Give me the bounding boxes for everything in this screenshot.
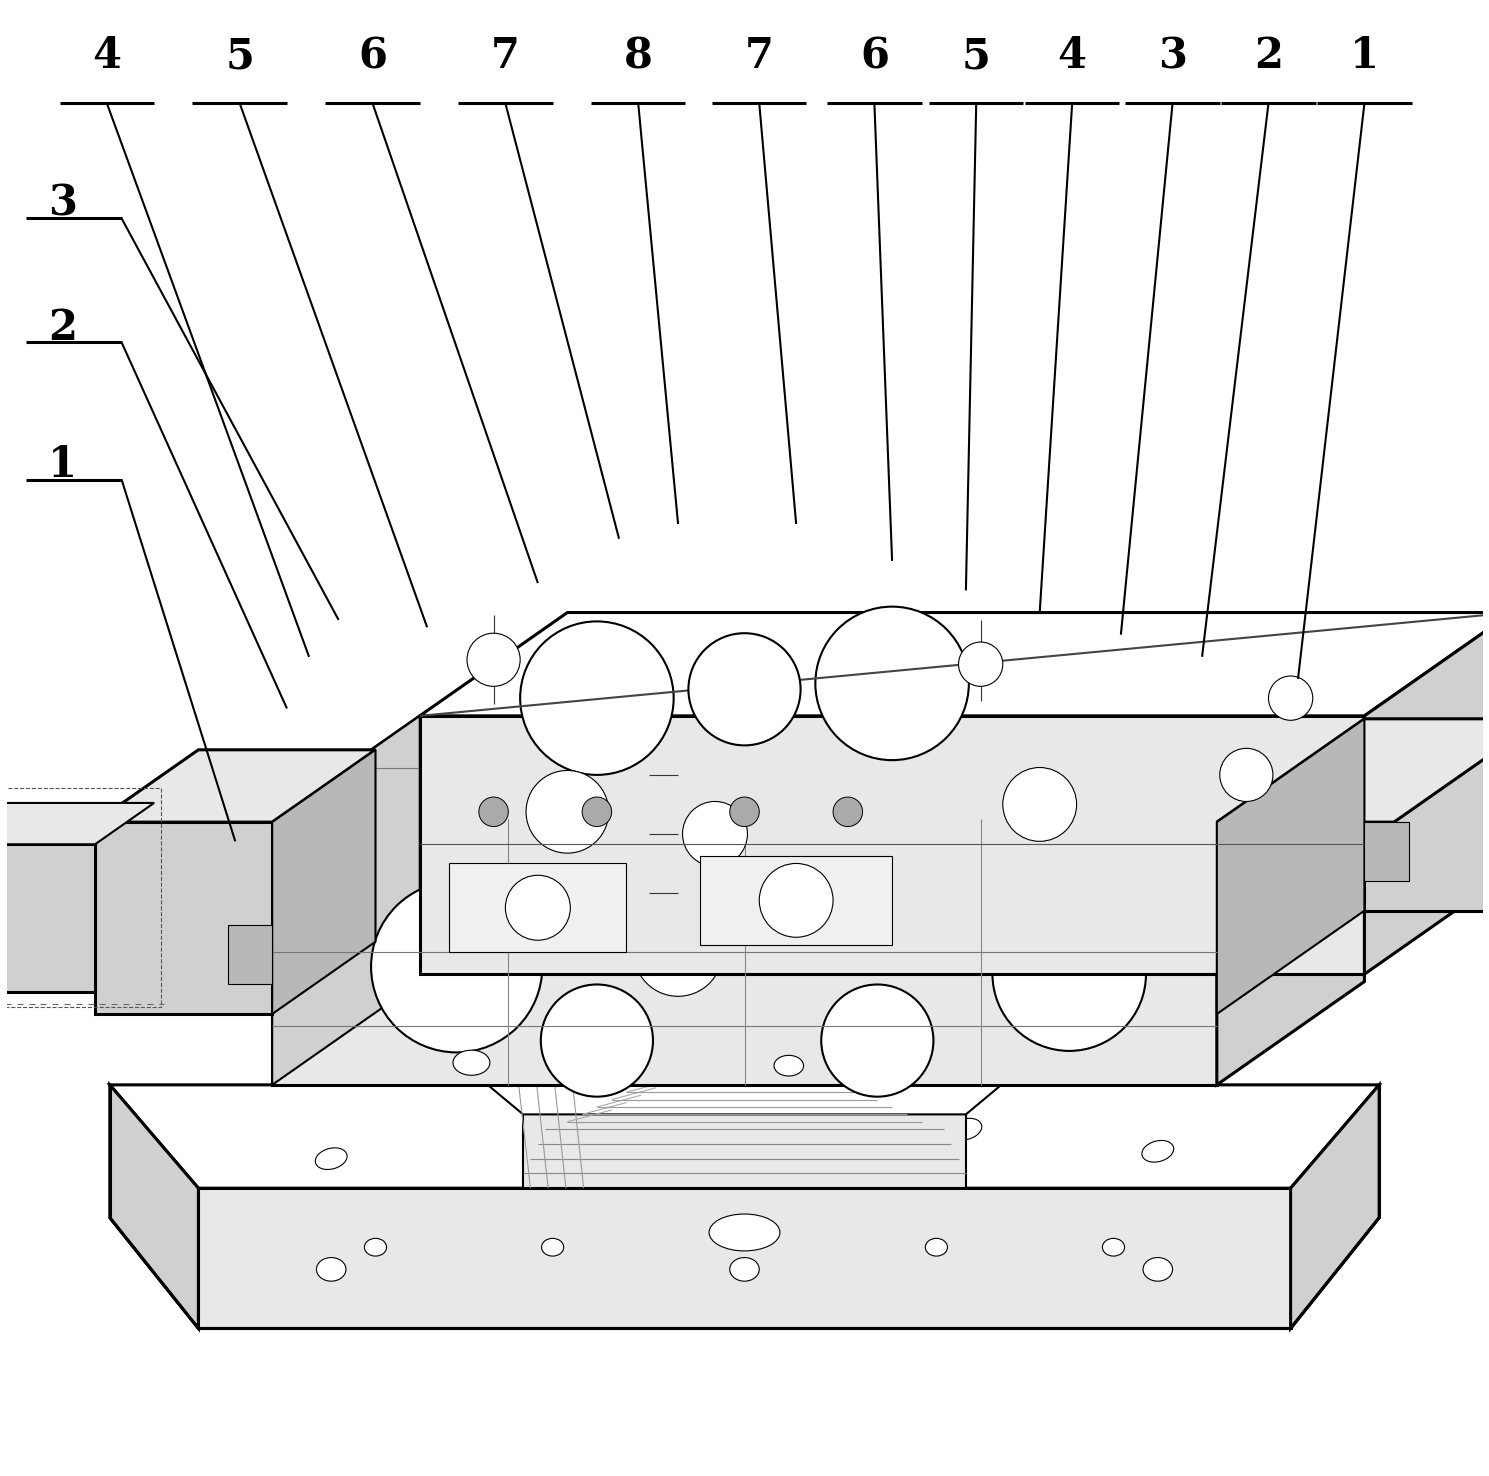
- Ellipse shape: [1102, 1238, 1124, 1256]
- Circle shape: [832, 797, 862, 827]
- Polygon shape: [228, 925, 272, 984]
- Polygon shape: [700, 856, 892, 945]
- Ellipse shape: [453, 1051, 490, 1075]
- Ellipse shape: [925, 1238, 947, 1256]
- Text: 5: 5: [225, 35, 255, 77]
- Polygon shape: [110, 1085, 198, 1328]
- Circle shape: [541, 984, 654, 1097]
- Ellipse shape: [542, 1238, 564, 1256]
- Polygon shape: [0, 803, 153, 844]
- Text: 6: 6: [357, 35, 387, 77]
- Ellipse shape: [316, 1148, 347, 1169]
- Circle shape: [520, 621, 673, 775]
- Text: 2: 2: [48, 307, 77, 348]
- Circle shape: [993, 897, 1147, 1051]
- Polygon shape: [272, 750, 375, 1014]
- Polygon shape: [420, 716, 1364, 974]
- Ellipse shape: [730, 1258, 759, 1281]
- Polygon shape: [450, 863, 627, 952]
- Circle shape: [759, 863, 832, 937]
- Circle shape: [730, 797, 759, 827]
- Polygon shape: [272, 716, 1364, 819]
- Polygon shape: [1217, 719, 1489, 822]
- Text: 5: 5: [962, 35, 990, 77]
- Ellipse shape: [774, 1055, 804, 1076]
- Circle shape: [371, 881, 542, 1052]
- Polygon shape: [479, 1077, 1010, 1114]
- Polygon shape: [198, 1188, 1291, 1328]
- Polygon shape: [1364, 822, 1409, 881]
- Ellipse shape: [728, 1111, 761, 1132]
- Polygon shape: [420, 613, 1489, 716]
- Polygon shape: [272, 716, 420, 1085]
- Text: 3: 3: [48, 183, 77, 224]
- Text: 4: 4: [92, 35, 122, 77]
- Polygon shape: [110, 1085, 1379, 1188]
- Circle shape: [468, 633, 520, 686]
- Polygon shape: [272, 819, 1217, 1085]
- Polygon shape: [95, 822, 272, 1014]
- Polygon shape: [1364, 719, 1489, 911]
- Ellipse shape: [1142, 1141, 1173, 1162]
- Circle shape: [959, 642, 1002, 686]
- Circle shape: [1269, 676, 1313, 720]
- Circle shape: [526, 770, 609, 853]
- Polygon shape: [1217, 716, 1364, 1085]
- Circle shape: [816, 607, 969, 760]
- Polygon shape: [523, 1114, 966, 1188]
- Polygon shape: [0, 844, 95, 992]
- Circle shape: [505, 875, 570, 940]
- Ellipse shape: [950, 1119, 981, 1139]
- Text: 2: 2: [1254, 35, 1284, 77]
- Circle shape: [1219, 748, 1273, 801]
- Ellipse shape: [317, 1258, 345, 1281]
- Polygon shape: [1291, 1085, 1379, 1328]
- Text: 8: 8: [624, 35, 652, 77]
- Text: 1: 1: [48, 444, 77, 486]
- Circle shape: [682, 801, 747, 866]
- Circle shape: [634, 908, 722, 996]
- Ellipse shape: [536, 1134, 569, 1154]
- Circle shape: [1002, 768, 1077, 841]
- Text: 6: 6: [859, 35, 889, 77]
- Circle shape: [688, 633, 801, 745]
- Text: 7: 7: [744, 35, 774, 77]
- Circle shape: [479, 797, 508, 827]
- Text: 4: 4: [1057, 35, 1087, 77]
- Ellipse shape: [709, 1213, 780, 1252]
- Ellipse shape: [1144, 1258, 1172, 1281]
- Polygon shape: [95, 750, 375, 822]
- Text: 3: 3: [1158, 35, 1187, 77]
- Circle shape: [822, 984, 934, 1097]
- Polygon shape: [1364, 613, 1489, 974]
- Polygon shape: [1217, 719, 1364, 1014]
- Circle shape: [1032, 856, 1106, 930]
- Ellipse shape: [365, 1238, 387, 1256]
- Circle shape: [582, 797, 612, 827]
- Text: 1: 1: [1351, 35, 1379, 77]
- Text: 7: 7: [491, 35, 520, 77]
